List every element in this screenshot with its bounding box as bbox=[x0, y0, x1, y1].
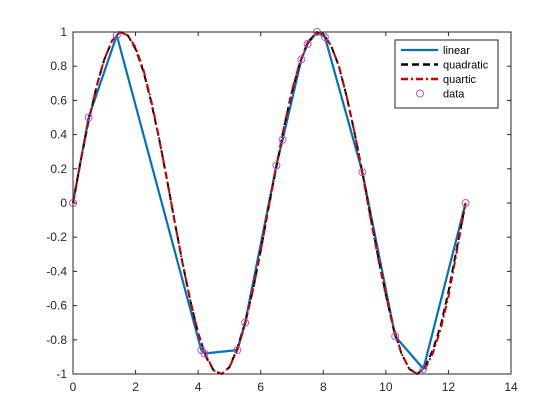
x-tick-label: 0 bbox=[70, 380, 77, 394]
data-point bbox=[320, 33, 329, 42]
data-point bbox=[272, 161, 281, 170]
data-point bbox=[358, 168, 367, 177]
data-point bbox=[419, 364, 428, 373]
y-tick-label: -0.6 bbox=[46, 299, 67, 313]
data-point bbox=[461, 199, 470, 207]
y-tick-label: 0.2 bbox=[50, 162, 67, 176]
y-tick-label: -0.4 bbox=[46, 264, 67, 278]
data-point bbox=[391, 332, 400, 341]
legend-item-quadratic: quadratic bbox=[401, 60, 489, 72]
y-tick-label: 0 bbox=[60, 196, 67, 210]
y-tick-label: -0.8 bbox=[46, 333, 67, 347]
data-point bbox=[278, 135, 287, 144]
data-point bbox=[241, 318, 250, 327]
legend-item-data: data bbox=[416, 89, 465, 101]
x-tick-label: 2 bbox=[132, 380, 139, 394]
y-tick-label: 0.8 bbox=[50, 59, 67, 73]
y-tick-label: 1 bbox=[60, 25, 67, 39]
y-tick-label: 0.6 bbox=[50, 93, 67, 107]
series-linear-line bbox=[71, 30, 467, 370]
x-tick-label: 14 bbox=[504, 380, 518, 394]
legend-label: linear bbox=[443, 45, 470, 57]
legend-label: quartic bbox=[443, 74, 477, 86]
series-layer bbox=[71, 30, 467, 375]
legend: linear quadratic quartic data bbox=[394, 39, 499, 109]
legend-item-linear: linear bbox=[401, 45, 470, 57]
x-tick-label: 4 bbox=[195, 380, 202, 394]
x-tick-label: 12 bbox=[442, 380, 456, 394]
x-tick-label: 6 bbox=[257, 380, 264, 394]
data-point bbox=[303, 40, 312, 48]
legend-item-quartic: quartic bbox=[401, 74, 477, 86]
x-tick-label: 10 bbox=[379, 380, 393, 394]
x-tick-label: 8 bbox=[320, 380, 327, 394]
data-point bbox=[297, 55, 306, 64]
y-tick-label: -0.2 bbox=[46, 230, 67, 244]
legend-label: data bbox=[443, 89, 465, 101]
y-tick-label: -1 bbox=[56, 367, 67, 381]
legend-box bbox=[394, 39, 499, 109]
series-quartic-line bbox=[72, 31, 467, 375]
data-point bbox=[233, 346, 242, 355]
axis-ticks: 0 2 4 6 8 10 12 14 -1 -0.8 -0.6 -0.4 -0.2 0 0.2 0.4 0.6 0… bbox=[46, 25, 518, 394]
data-point bbox=[84, 113, 93, 122]
legend-swatch bbox=[416, 89, 424, 98]
data-point bbox=[200, 349, 209, 358]
y-tick-label: 0.4 bbox=[50, 128, 67, 142]
legend-label: quadratic bbox=[443, 60, 489, 72]
